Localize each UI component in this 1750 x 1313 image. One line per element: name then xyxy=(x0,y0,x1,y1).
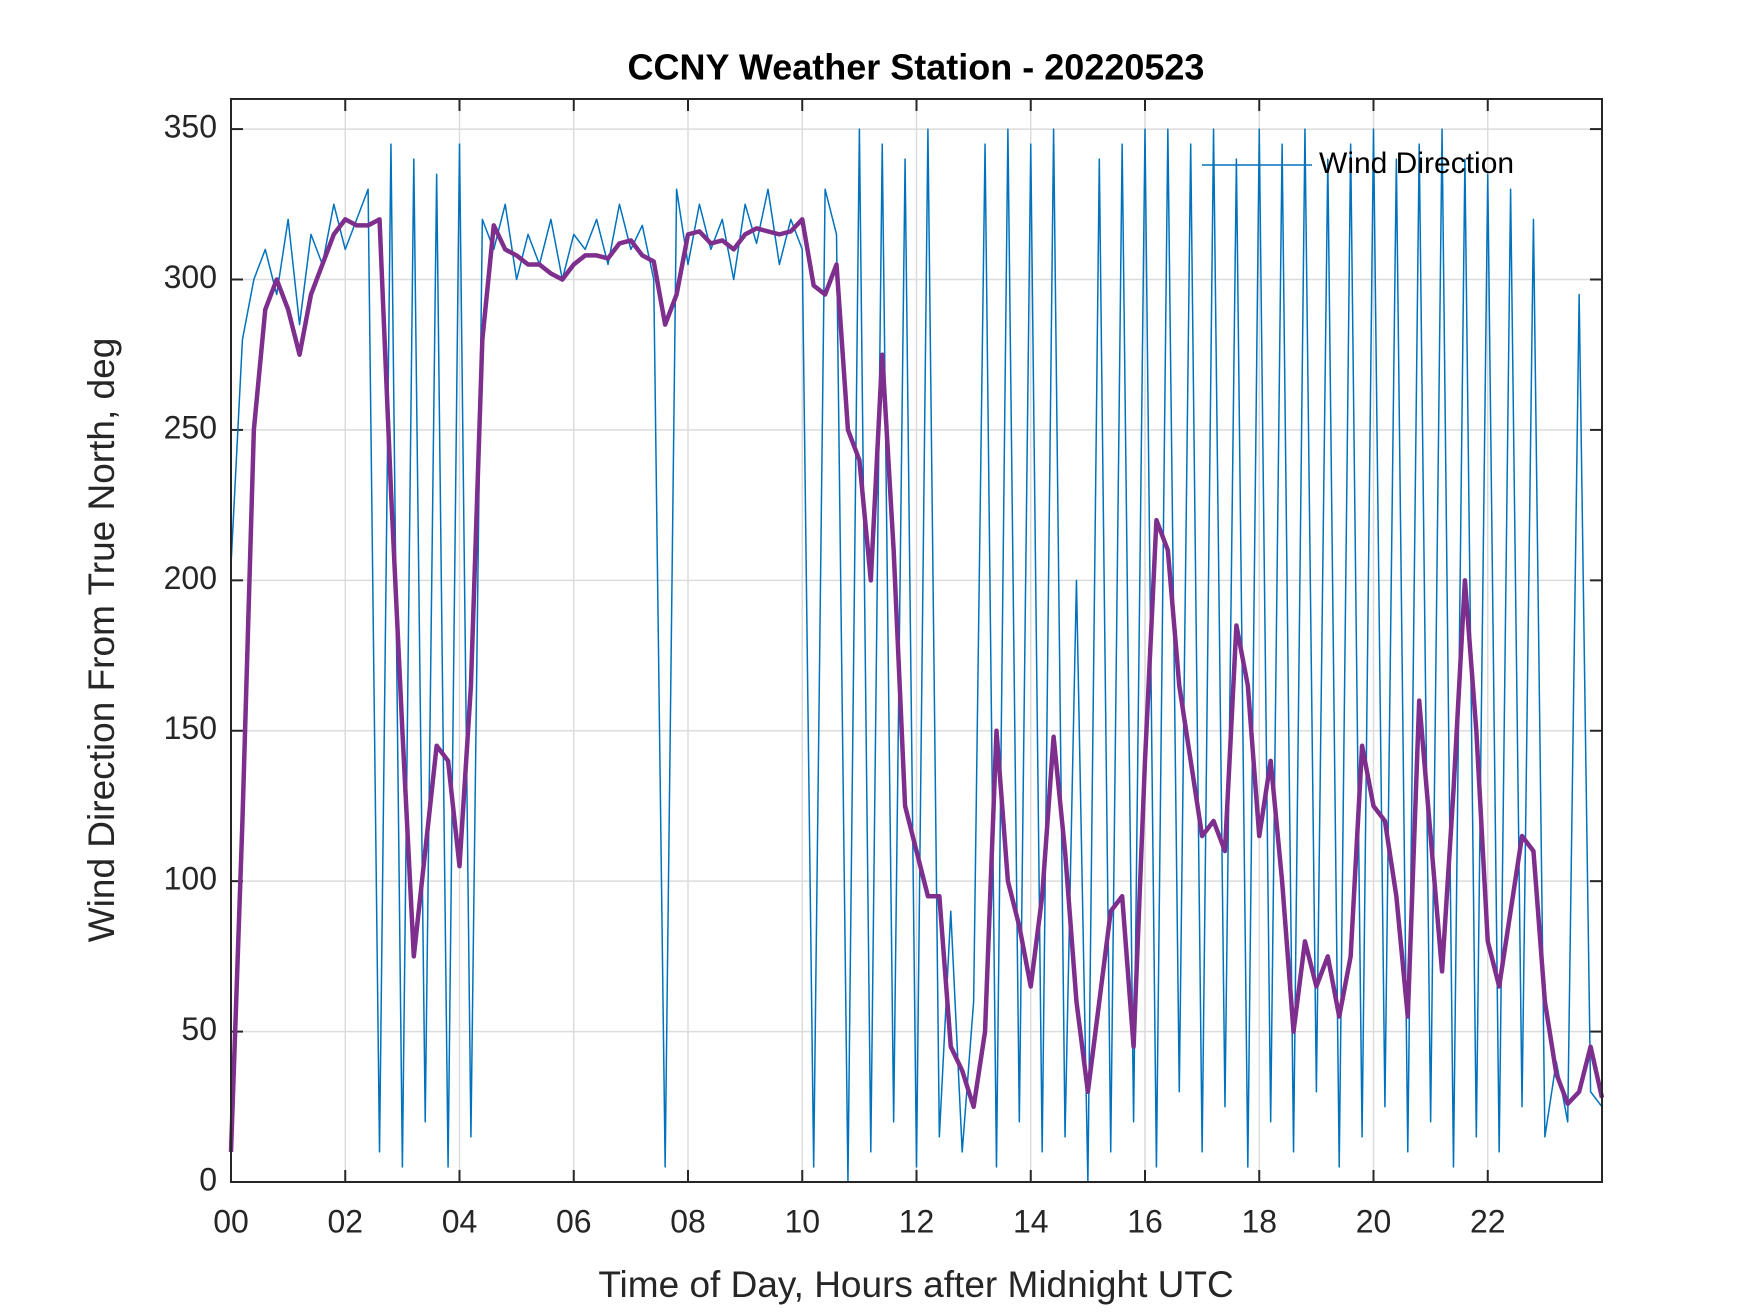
y-tick-label: 350 xyxy=(164,109,217,145)
y-tick-label: 50 xyxy=(181,1011,217,1047)
y-tick-label: 100 xyxy=(164,861,217,897)
x-tick-label: 22 xyxy=(1470,1203,1506,1239)
y-tick-label: 0 xyxy=(199,1161,217,1197)
x-tick-label: 20 xyxy=(1356,1203,1392,1239)
y-tick-label: 150 xyxy=(164,710,217,746)
x-tick-label: 00 xyxy=(213,1203,249,1239)
data-line xyxy=(228,217,1605,1152)
legend-text: Wind Direction xyxy=(1319,147,1514,180)
x-tick-label: 06 xyxy=(556,1203,592,1239)
y-tick-label: 300 xyxy=(164,259,217,295)
x-tick-label: 16 xyxy=(1127,1203,1163,1239)
x-tick-label: 02 xyxy=(327,1203,363,1239)
x-tick-label: 18 xyxy=(1241,1203,1277,1239)
y-tick-label: 200 xyxy=(164,560,217,596)
x-tick-label: 04 xyxy=(442,1203,478,1239)
x-tick-label: 10 xyxy=(784,1203,820,1239)
x-tick-label: 08 xyxy=(670,1203,706,1239)
plot-frame xyxy=(230,98,1603,1183)
x-tick-label: 14 xyxy=(1013,1203,1049,1239)
x-axis-label: Time of Day, Hours after Midnight UTC xyxy=(598,1264,1233,1305)
chart-title: CCNY Weather Station - 20220523 xyxy=(628,47,1205,88)
data-line xyxy=(230,128,1603,1183)
y-tick-label: 250 xyxy=(164,409,217,445)
y-axis-label: Wind Direction From True North, deg xyxy=(81,338,122,943)
x-tick-label: 12 xyxy=(899,1203,935,1239)
